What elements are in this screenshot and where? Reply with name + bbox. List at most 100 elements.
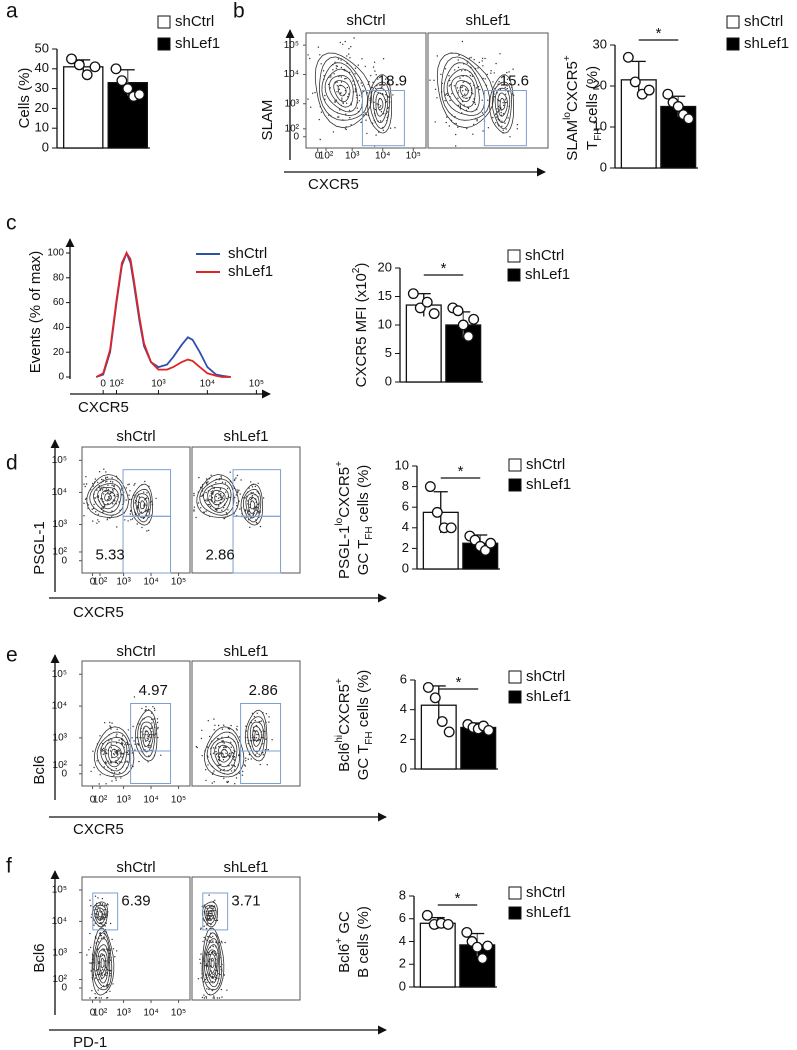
event-dot <box>124 519 126 521</box>
contour <box>138 496 148 514</box>
event-dot <box>155 497 157 500</box>
event-dot <box>243 764 246 766</box>
event-dot <box>207 951 209 954</box>
legend-label: shLef1 <box>228 263 273 280</box>
gate-percent: 15.6 <box>500 72 529 89</box>
event-dot <box>112 503 114 505</box>
event-dot <box>204 906 206 908</box>
event-dot <box>436 55 438 57</box>
x-tick-label: 0 <box>90 795 96 806</box>
event-dot <box>309 57 311 60</box>
event-dot <box>114 751 116 753</box>
event-dot <box>103 948 106 951</box>
legend-swatch <box>157 15 171 29</box>
event-dot <box>128 494 130 496</box>
event-dot <box>108 498 110 500</box>
event-dot <box>506 78 509 81</box>
event-dot <box>210 499 212 501</box>
event-dot <box>444 68 447 70</box>
event-dot <box>99 908 101 910</box>
event-dot <box>224 941 226 944</box>
event-dot <box>121 761 123 763</box>
data-point <box>436 716 448 727</box>
event-dot <box>110 728 112 730</box>
legend-swatch <box>508 906 522 920</box>
event-dot <box>195 745 197 748</box>
event-dot <box>227 780 229 783</box>
label-part: Cells (%) <box>16 68 33 129</box>
event-dot <box>340 59 342 61</box>
event-dot <box>115 767 118 770</box>
event-dot <box>226 514 228 516</box>
y-tick-label: 10 <box>378 316 392 331</box>
event-dot <box>220 477 223 479</box>
event-dot <box>206 498 208 500</box>
event-dot <box>380 111 383 113</box>
event-dot <box>121 741 123 743</box>
x-axis-label: CXCR5 <box>73 604 124 621</box>
event-dot <box>108 740 110 742</box>
plot-title: shCtrl <box>116 643 155 660</box>
legend-label: shLef1 <box>526 904 571 921</box>
bar <box>63 66 104 149</box>
event-dot <box>200 953 202 955</box>
event-dot <box>383 113 385 115</box>
event-dot <box>344 78 346 80</box>
event-dot <box>238 489 240 491</box>
event-dot <box>109 725 111 727</box>
contour <box>337 84 347 97</box>
event-dot <box>100 478 103 481</box>
legend-swatch <box>507 249 521 263</box>
event-dot <box>382 58 385 60</box>
event-dot <box>98 783 100 785</box>
event-dot <box>385 100 388 103</box>
event-dot <box>379 106 381 108</box>
x-axis-label: PD-1 <box>73 1034 107 1050</box>
event-dot <box>89 932 91 935</box>
event-dot <box>259 763 261 766</box>
event-dot <box>254 506 257 509</box>
event-dot <box>105 762 108 764</box>
event-dot <box>160 754 162 756</box>
event-dot <box>212 907 214 910</box>
y-tick-label: 40 <box>53 322 65 333</box>
contour <box>130 483 153 526</box>
event-dot <box>482 65 484 67</box>
event-dot <box>101 750 103 752</box>
event-dot <box>205 927 208 930</box>
legend-label: shCtrl <box>526 884 565 901</box>
contour <box>248 496 258 514</box>
event-dot <box>508 71 510 73</box>
event-dot <box>350 46 352 48</box>
event-dot <box>235 777 238 779</box>
event-dot <box>115 735 117 737</box>
contour <box>104 493 112 502</box>
contour <box>203 938 221 988</box>
gate <box>232 515 282 574</box>
event-dot <box>201 487 203 489</box>
event-dot <box>460 86 462 89</box>
event-dot <box>85 483 88 485</box>
data-point <box>407 288 419 300</box>
plot-title: shLef1 <box>223 643 268 660</box>
event-dot <box>201 755 203 757</box>
event-dot <box>462 90 464 92</box>
event-dot <box>203 925 205 927</box>
x-tick-label: 10³ <box>345 151 360 162</box>
data-point <box>672 101 684 112</box>
event-dot <box>211 950 214 953</box>
contour <box>199 478 235 516</box>
event-dot <box>129 498 131 501</box>
y-tick-label: 0 <box>293 131 299 142</box>
event-dot <box>392 94 394 96</box>
event-dot <box>202 494 204 497</box>
label-part: hi <box>334 735 345 743</box>
event-dot <box>129 510 132 512</box>
event-dot <box>455 133 457 136</box>
event-dot <box>462 81 464 83</box>
bar <box>419 922 456 988</box>
contour <box>96 731 131 775</box>
event-dot <box>260 720 263 722</box>
event-dot <box>253 715 256 718</box>
event-dot <box>319 54 321 56</box>
